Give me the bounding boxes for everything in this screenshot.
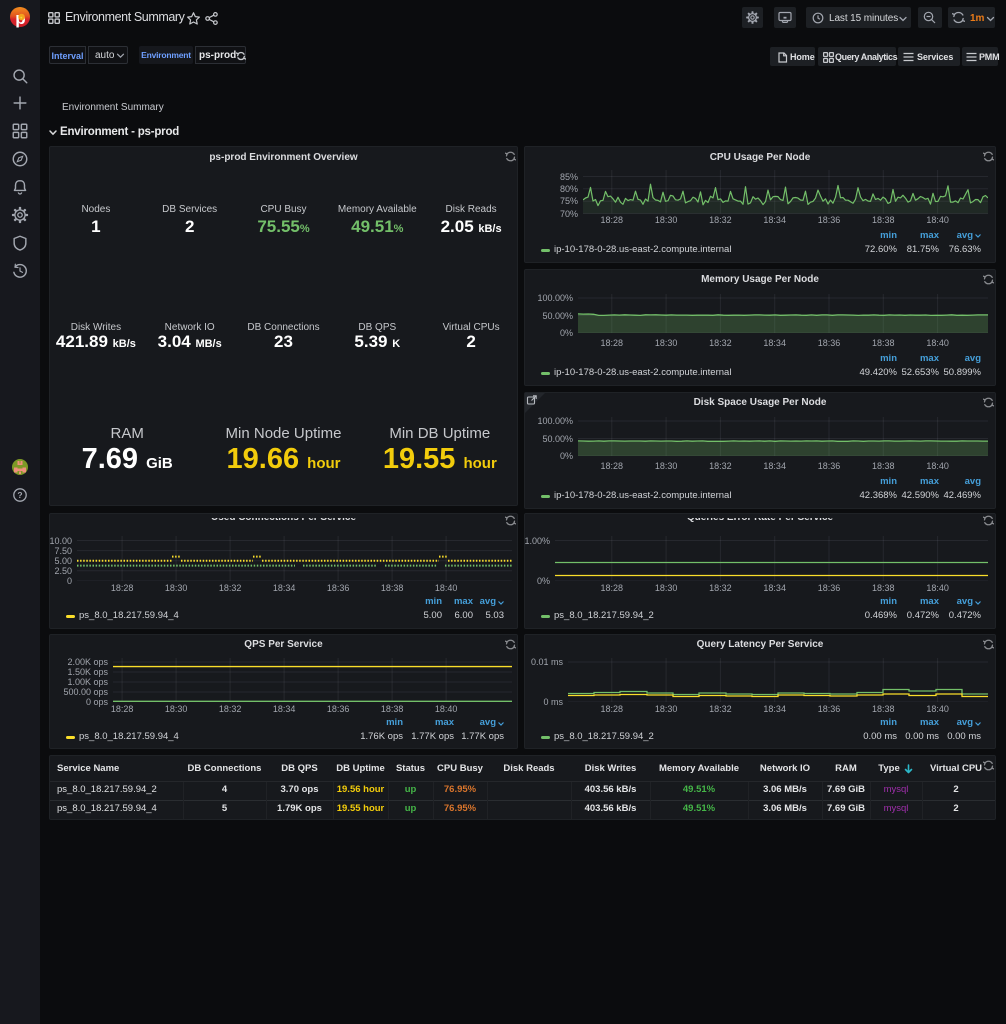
svg-text:?: ? [17, 490, 22, 500]
